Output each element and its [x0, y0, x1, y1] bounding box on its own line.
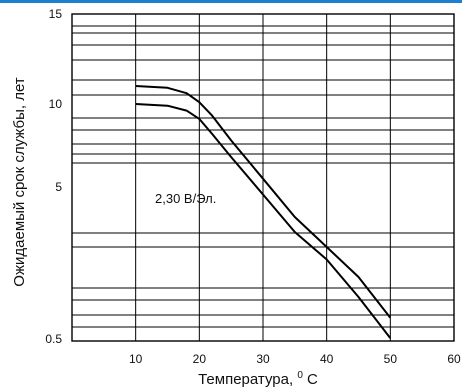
x-axis-title-text: Температура, [198, 371, 293, 387]
series-lines [135, 85, 392, 339]
x-tick-label: 60 [447, 352, 461, 366]
x-axis-title: Температура, 0 C [198, 365, 318, 387]
y-tick-label: 10 [49, 97, 63, 111]
x-tick-label: 40 [320, 352, 334, 366]
plot-frame [71, 13, 455, 342]
x-tick-labels: 10 20 30 40 50 60 [129, 352, 461, 366]
series-line-2 [135, 103, 392, 339]
y-tick-label: 15 [49, 7, 63, 21]
y-tick-labels: 15 10 5 0.5 [45, 7, 62, 346]
top-accent-bar [0, 0, 462, 3]
x-axis-unit: C [307, 371, 318, 387]
vertical-gridlines [135, 14, 391, 341]
y-tick-label: 5 [55, 180, 62, 194]
y-tick-label: 0.5 [45, 332, 62, 346]
x-axis-unit-superscript: 0 [297, 370, 303, 381]
voltage-annotation: 2,30 В/Эл. [155, 191, 216, 206]
series-line-1 [135, 85, 392, 319]
y-axis-title: Ожидаемый срок службы, лет [11, 77, 28, 287]
x-tick-label: 10 [129, 352, 143, 366]
x-tick-label: 50 [384, 352, 398, 366]
x-tick-label: 20 [193, 352, 207, 366]
x-tick-label: 30 [256, 352, 270, 366]
